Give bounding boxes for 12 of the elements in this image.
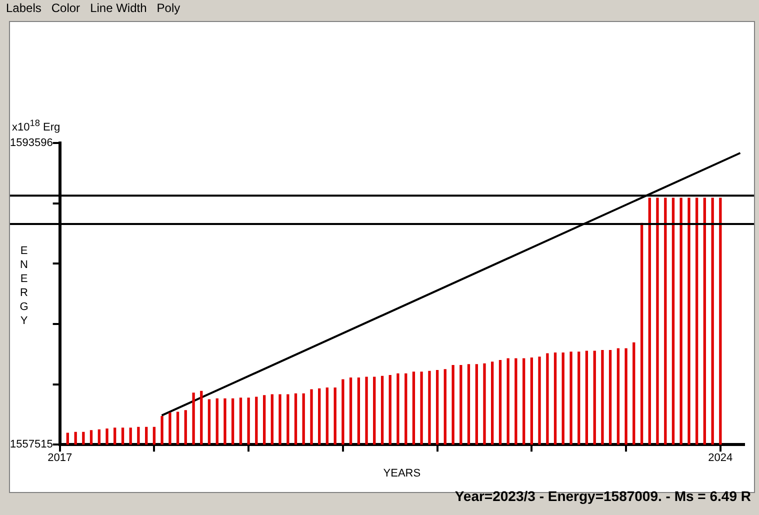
y-axis-title: ENERGY — [20, 245, 28, 327]
text: Year=2023/3 - Energy=1587009. - Ms = 6.49 R — [454, 488, 751, 504]
text: Labels — [6, 1, 42, 15]
x-axis-title: YEARS — [383, 467, 421, 480]
text: Line Width — [90, 1, 147, 15]
x-tick-label: 2017 — [48, 452, 72, 464]
y-tick-label: 1557515 — [10, 438, 53, 451]
text: x10$^{18}$ Erg — [12, 118, 60, 134]
text: Color — [51, 1, 80, 15]
y-tick-label: 1593596 — [10, 137, 53, 150]
x-tick-label: 2024 — [708, 452, 733, 464]
text: Poly — [156, 1, 180, 15]
